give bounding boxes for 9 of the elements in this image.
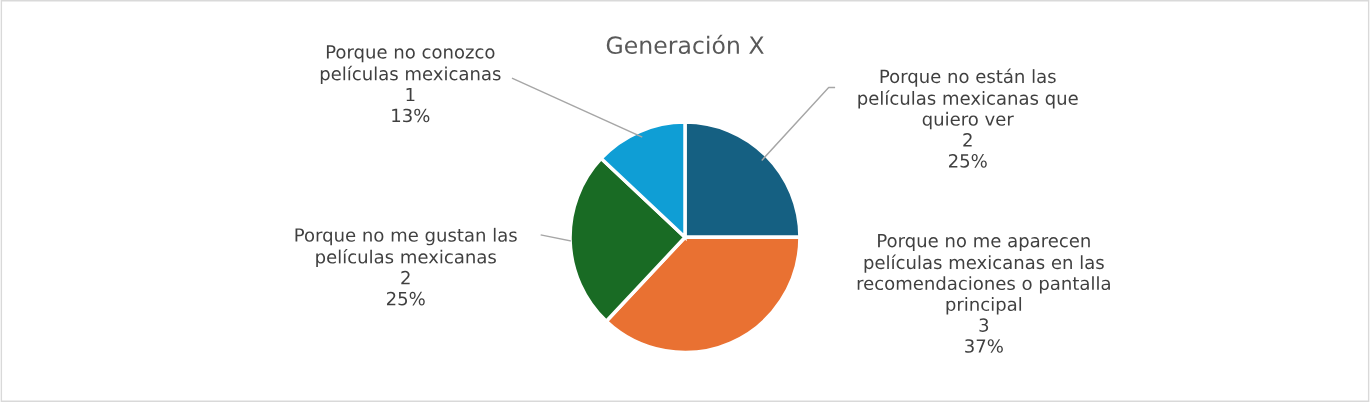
chart-title: Generación X xyxy=(606,34,764,55)
data-label: 1 13% xyxy=(392,87,430,123)
data-label: 3 37% xyxy=(965,318,1003,353)
slice-label: Porque no están las películas mexicanas que quiero ver xyxy=(858,68,1078,130)
data-label: 2 25% xyxy=(386,270,425,306)
slice-label: Porque no me aparecen películas mexicanas en las recomendaciones o pantalla principal xyxy=(857,233,1110,315)
slice-label: Porque no conozco películas mexicanas xyxy=(320,45,501,84)
slice-label: Porque no me gustan las películas mexicanas xyxy=(295,227,517,268)
data-label: 2 25% xyxy=(948,133,987,168)
